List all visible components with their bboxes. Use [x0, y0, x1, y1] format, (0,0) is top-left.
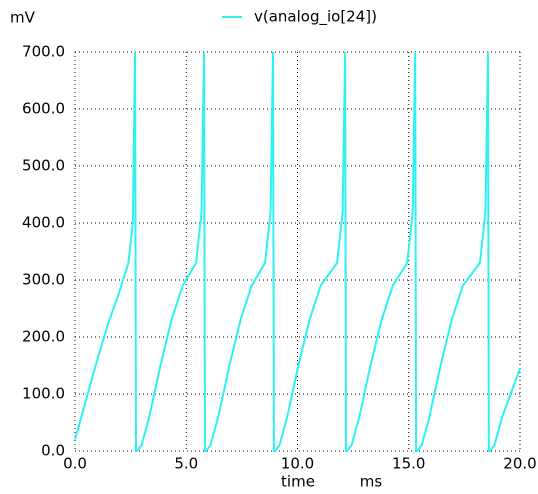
- y-axis-label: mV: [10, 9, 36, 27]
- y-tick-label: 100.0: [22, 385, 65, 403]
- y-tick-label: 200.0: [22, 328, 65, 346]
- x-axis-label: time: [281, 473, 315, 491]
- x-axis-unit: ms: [360, 473, 383, 491]
- y-tick-label: 300.0: [22, 271, 65, 289]
- y-tick-label: 700.0: [22, 43, 65, 61]
- x-tick-label: 20.0: [503, 455, 536, 473]
- y-tick-label: 0.0: [41, 442, 65, 460]
- series-line: [74, 51, 521, 452]
- x-tick-label: 15.0: [392, 455, 425, 473]
- legend-label: v(analog_io[24]): [254, 8, 377, 27]
- y-tick-label: 400.0: [22, 214, 65, 232]
- x-tick-label: 0.0: [63, 455, 87, 473]
- y-tick-label: 600.0: [22, 100, 65, 118]
- y-tick-label: 500.0: [22, 157, 65, 175]
- x-tick-label: 5.0: [174, 455, 198, 473]
- x-tick-label: 10.0: [281, 455, 314, 473]
